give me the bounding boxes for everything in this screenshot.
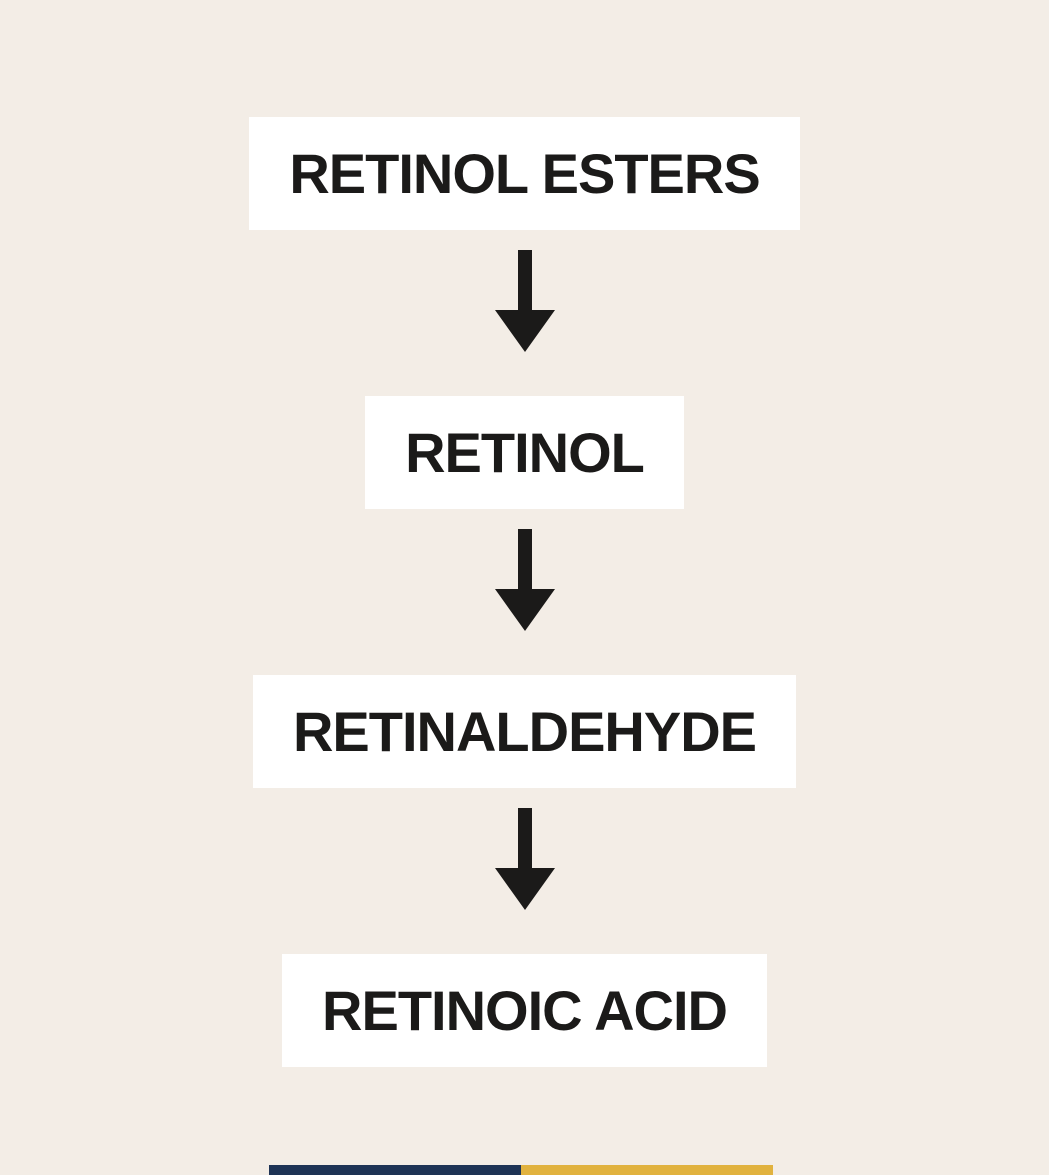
diagram-page: RETINOL ESTERS RETINOL RETINALDEHYDE RETINO… — [0, 0, 1049, 1175]
footer-accent-segment — [521, 1165, 773, 1175]
footer-accent-bar — [269, 1165, 773, 1175]
footer-accent-segment — [269, 1165, 521, 1175]
down-arrow-icon — [495, 250, 555, 358]
flow-node: RETINOL — [365, 396, 684, 509]
flow-node: RETINOL ESTERS — [249, 117, 799, 230]
flow-node: RETINALDEHYDE — [253, 675, 796, 788]
down-arrow-icon — [495, 529, 555, 637]
flowchart: RETINOL ESTERS RETINOL RETINALDEHYDE RETINO… — [0, 117, 1049, 1067]
flow-node: RETINOIC ACID — [282, 954, 767, 1067]
down-arrow-icon — [495, 808, 555, 916]
